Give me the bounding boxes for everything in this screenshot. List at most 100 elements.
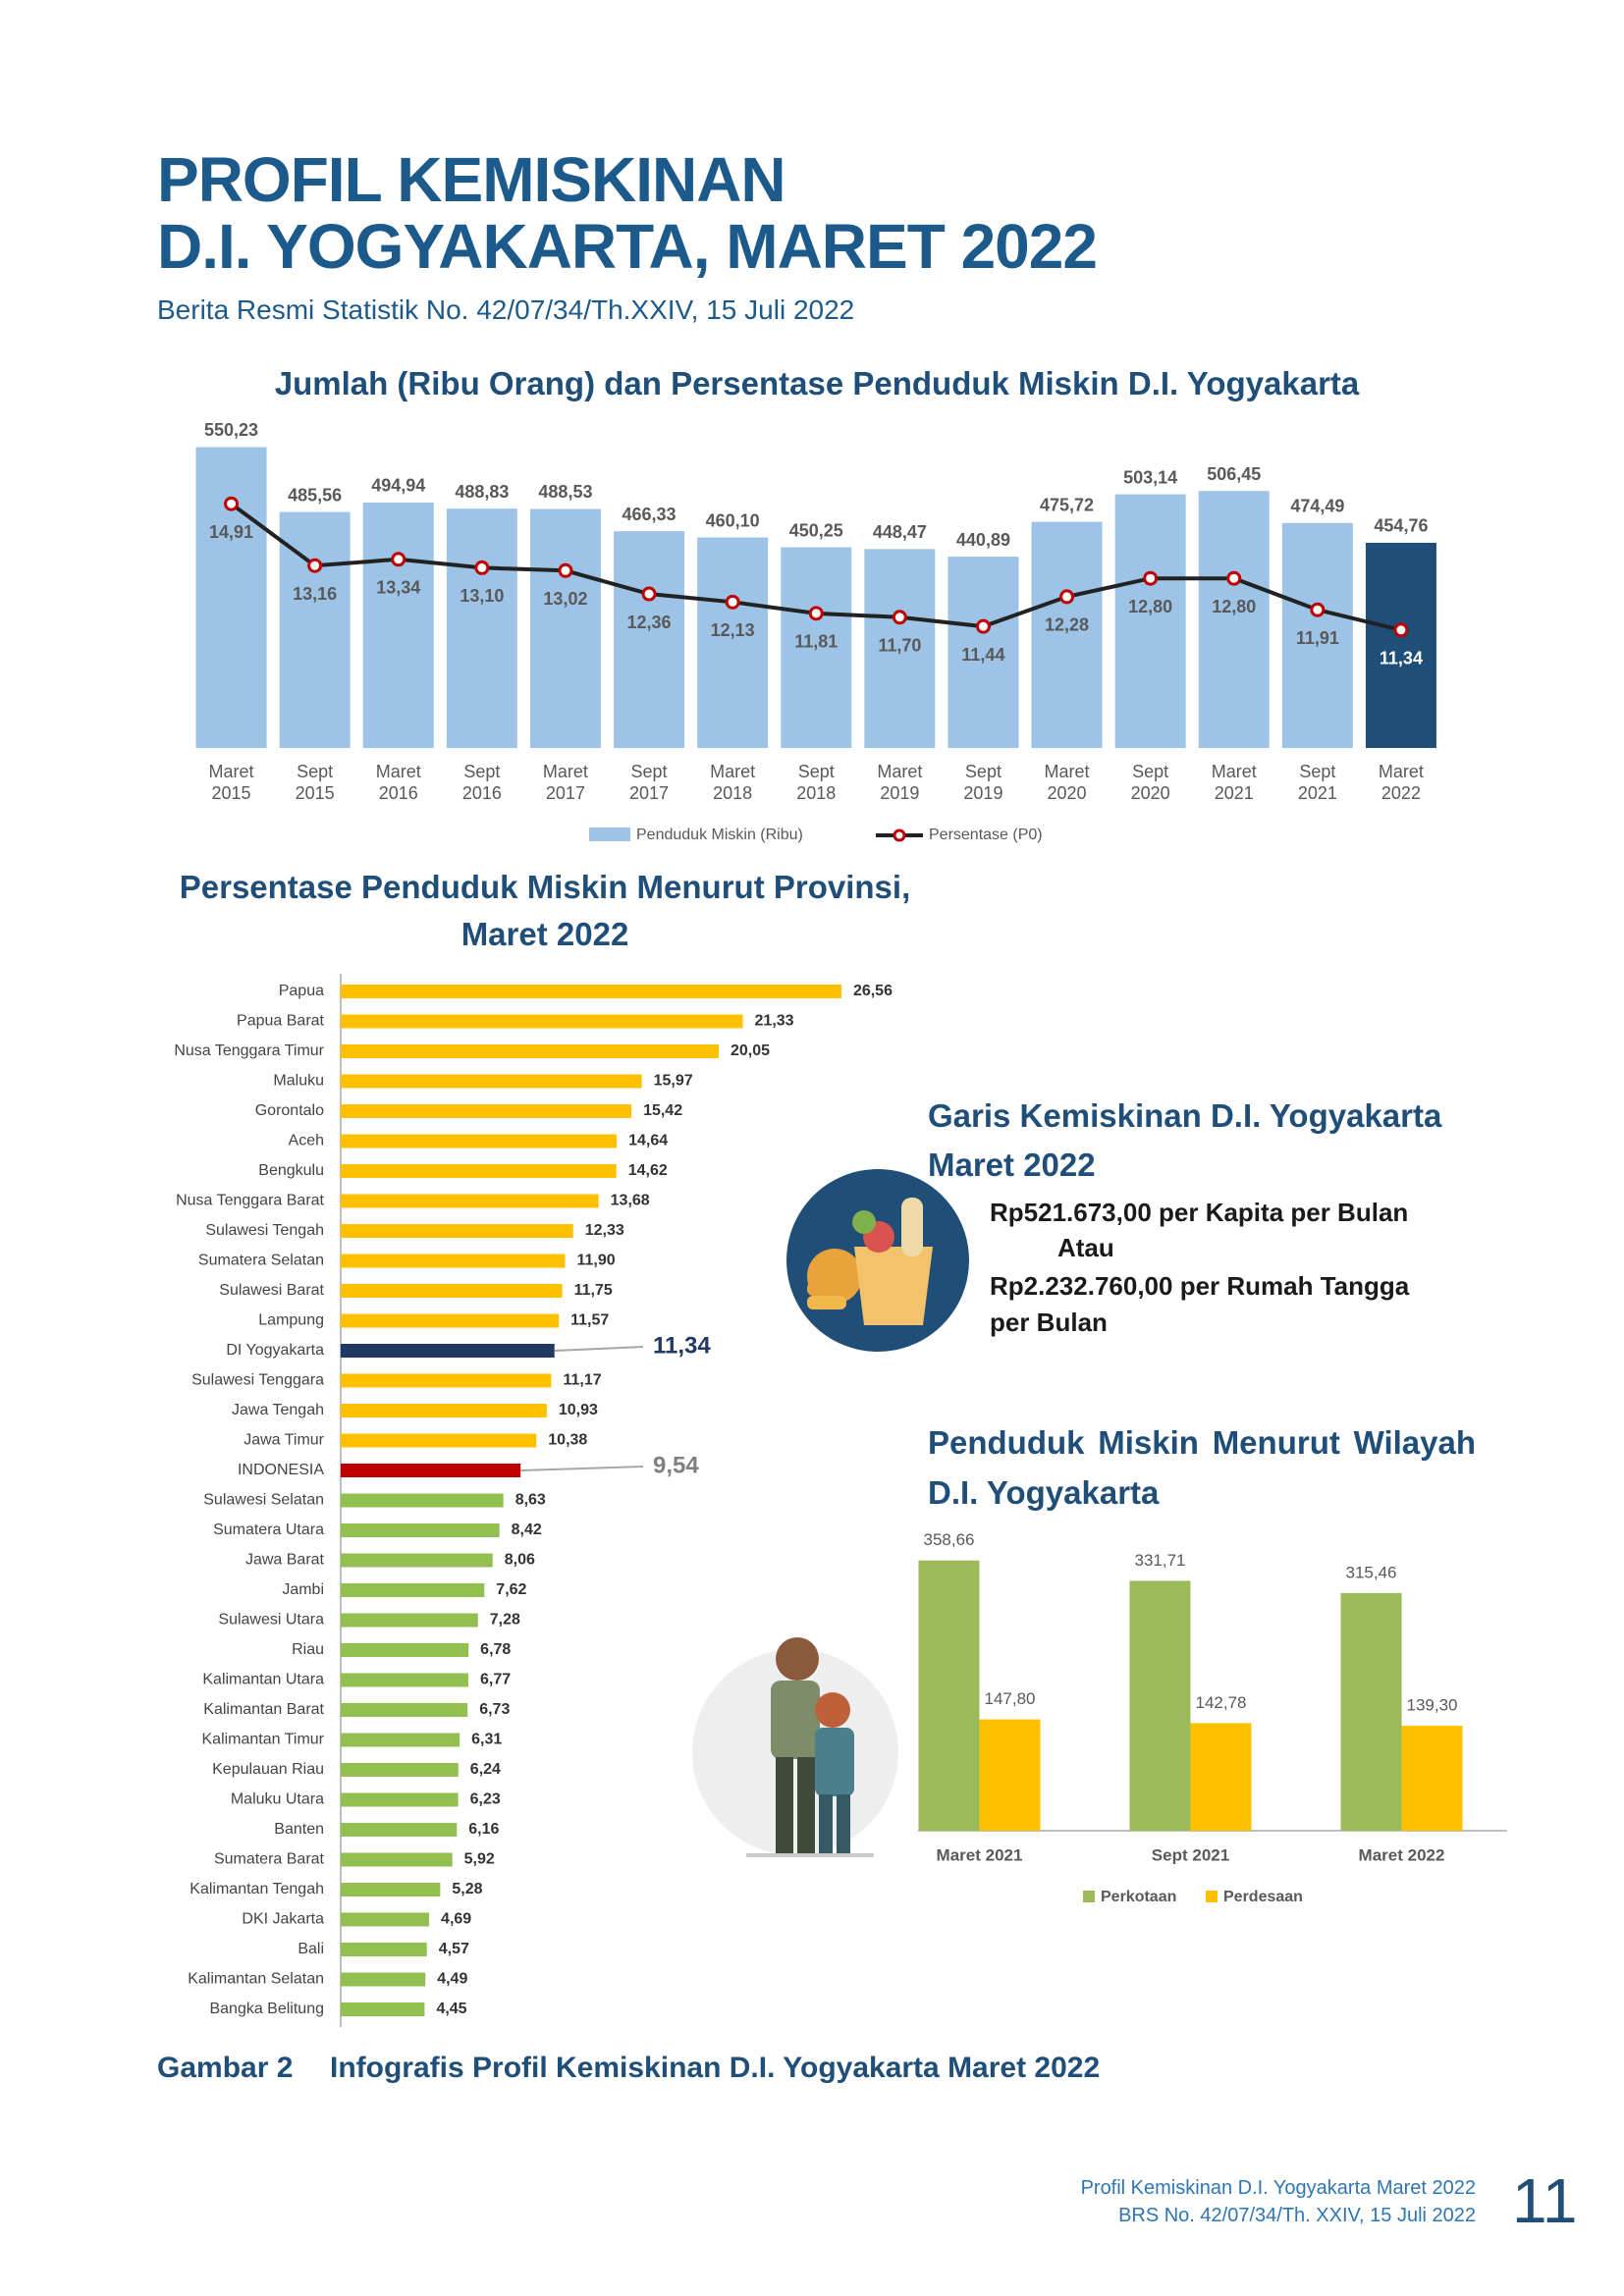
bar xyxy=(341,1044,719,1058)
page-number: 11 xyxy=(1512,2165,1578,2236)
legend-label: Perkotaan xyxy=(1101,1889,1176,1905)
line-value-label: 11,70 xyxy=(878,636,921,656)
y-tick-label: Sumatera Selatan xyxy=(198,1253,324,1269)
bar xyxy=(1340,1592,1402,1831)
line-value-label: 12,36 xyxy=(627,613,672,632)
bar-value-label: 506,45 xyxy=(1207,464,1261,484)
footer-line: Profil Kemiskinan D.I. Yogyakarta Maret … xyxy=(1080,2177,1476,2199)
line-marker xyxy=(1310,602,1326,617)
bar xyxy=(341,1464,521,1477)
bar-value-label: 11,75 xyxy=(574,1282,613,1299)
y-tick-label: Sulawesi Tenggara xyxy=(191,1372,324,1389)
bar xyxy=(1401,1726,1463,1831)
bar-value-label: 10,93 xyxy=(559,1402,598,1418)
y-tick-label: Maluku Utara xyxy=(231,1791,324,1808)
y-tick-label: Kalimantan Timur xyxy=(202,1732,325,1748)
y-tick-label: Jambi xyxy=(282,1581,324,1598)
y-tick-label: Lampung xyxy=(258,1312,324,1329)
bar xyxy=(341,1733,460,1747)
bar-value-label: 6,77 xyxy=(480,1672,511,1688)
line-marker xyxy=(1226,570,1242,586)
bar xyxy=(341,1583,485,1597)
bar xyxy=(341,1883,441,1896)
x-tick-label: Maret 2020 xyxy=(1044,762,1090,803)
bar xyxy=(979,1719,1041,1831)
line-marker xyxy=(391,552,406,567)
y-tick-label: Sulawesi Utara xyxy=(218,1612,324,1629)
line-value-label: 12,13 xyxy=(711,620,755,640)
bar-value-label: 4,45 xyxy=(436,2001,466,2017)
line-marker xyxy=(1393,622,1409,638)
callout-line xyxy=(520,1466,644,1471)
bar-value-label: 11,57 xyxy=(570,1312,609,1329)
bar-value-label: 475,72 xyxy=(1040,495,1094,514)
y-tick-label: Nusa Tenggara Barat xyxy=(176,1193,324,1209)
bar-value-label: 7,28 xyxy=(490,1612,520,1629)
bar-value-label: 460,10 xyxy=(706,510,760,530)
bar-value-label: 5,28 xyxy=(452,1881,482,1897)
bar xyxy=(341,1703,468,1717)
bar-value-label: 494,94 xyxy=(371,476,425,496)
y-tick-label: Kalimantan Barat xyxy=(203,1701,324,1718)
bar xyxy=(918,1560,980,1831)
y-tick-label: Kalimantan Utara xyxy=(202,1672,324,1688)
bar-value-label: 358,66 xyxy=(924,1530,975,1549)
bar xyxy=(341,1823,458,1837)
bar xyxy=(341,1523,500,1537)
bar xyxy=(341,1553,493,1568)
bar xyxy=(341,1763,459,1777)
bar xyxy=(341,1074,642,1089)
bar xyxy=(341,1104,632,1118)
line-value-label: 11,91 xyxy=(1296,628,1339,648)
bar-value-label: 503,14 xyxy=(1123,467,1177,487)
y-tick-label: INDONESIA xyxy=(238,1462,324,1478)
caption-label: Gambar 2 xyxy=(157,2052,294,2084)
y-tick-label: Aceh xyxy=(289,1133,324,1149)
bar-value-label: 440,89 xyxy=(956,530,1010,550)
line-value-label: 12,28 xyxy=(1045,615,1089,635)
poverty-line-or: Atau xyxy=(1057,1233,1114,1262)
x-tick-label: Sept 2015 xyxy=(295,762,335,803)
legend-label: Penduduk Miskin (Ribu) xyxy=(636,827,803,843)
bar xyxy=(1114,494,1186,748)
bar-value-label: 488,83 xyxy=(455,482,509,502)
line-value-label: 11,34 xyxy=(1380,649,1423,668)
footer-line: BRS No. 42/07/34/Th. XXIV, 15 Juli 2022 xyxy=(1118,2205,1476,2226)
bar xyxy=(341,1254,566,1268)
bar-value-label: 6,31 xyxy=(471,1732,502,1748)
y-tick-label: Kalimantan Selatan xyxy=(188,1971,324,1988)
bar xyxy=(1281,522,1353,748)
bar-value-label: 6,23 xyxy=(470,1791,501,1808)
bar xyxy=(341,985,841,998)
bar xyxy=(341,1284,563,1298)
line-value-label: 13,16 xyxy=(293,584,337,604)
bar-value-label: 21,33 xyxy=(755,1013,794,1030)
x-tick-label: Maret 2022 xyxy=(1359,1845,1445,1864)
bar-value-label: 4,69 xyxy=(441,1911,471,1928)
line-marker xyxy=(1143,570,1159,586)
line-value-label: 14,91 xyxy=(209,522,253,542)
line-value-label: 12,80 xyxy=(1128,597,1172,616)
bar xyxy=(341,1792,459,1807)
y-tick-label: Jawa Barat xyxy=(245,1552,325,1569)
bar-value-label: 9,54 xyxy=(653,1452,699,1478)
bar xyxy=(341,1134,618,1148)
bar-value-label: 474,49 xyxy=(1290,497,1344,516)
bar xyxy=(341,1643,469,1657)
title-line: D.I. YOGYAKARTA, MARET 2022 xyxy=(157,211,1098,282)
line-value-label: 13,10 xyxy=(460,586,504,606)
bar xyxy=(362,502,434,748)
line-marker xyxy=(307,558,323,573)
bar-value-label: 6,73 xyxy=(479,1701,510,1718)
x-tick-label: Maret 2022 xyxy=(1378,762,1424,803)
x-tick-label: Sept 2016 xyxy=(461,762,502,803)
line-marker xyxy=(641,586,657,602)
line-marker xyxy=(558,562,573,578)
y-tick-label: Bengkulu xyxy=(258,1162,324,1179)
x-tick-label: Maret 2021 xyxy=(937,1845,1023,1864)
bar xyxy=(279,511,351,748)
legend-label: Perdesaan xyxy=(1223,1889,1303,1905)
y-tick-label: Sumatera Utara xyxy=(213,1522,324,1538)
y-tick-label: Sulawesi Selatan xyxy=(203,1492,324,1509)
y-tick-label: Riau xyxy=(292,1641,324,1658)
